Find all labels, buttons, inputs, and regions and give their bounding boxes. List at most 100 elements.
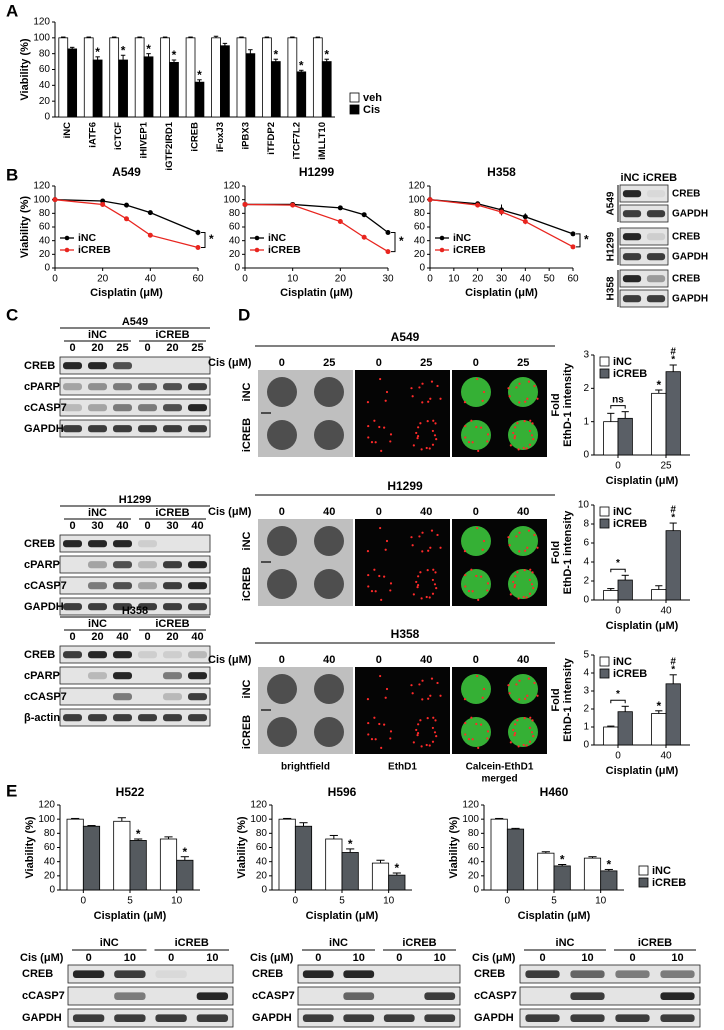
dead-cell — [522, 595, 525, 599]
bar — [185, 37, 196, 118]
spheroid — [314, 674, 344, 704]
blot-band — [615, 1014, 650, 1022]
y-tick-label: 80 — [39, 208, 51, 219]
bar — [211, 37, 221, 118]
blot-band — [72, 970, 105, 978]
panel-label: B — [6, 165, 18, 184]
y-axis-label: Viability (%) — [448, 816, 460, 878]
dead-cell — [523, 420, 526, 423]
x-axis-label: Cisplatin (μM) — [606, 765, 679, 777]
dead-cell — [523, 569, 526, 572]
dead-cell — [475, 425, 478, 429]
chart-title: H1299 — [299, 165, 335, 179]
dead-cell — [482, 390, 486, 394]
y-tick-label: 20 — [44, 870, 56, 881]
blot-band — [646, 295, 666, 303]
axis-label: Cis (μM) — [208, 506, 252, 518]
dead-cell — [518, 401, 521, 404]
lane-label: 0 — [69, 631, 75, 643]
legend-label: iNC — [268, 232, 287, 244]
y-tick-label: 0 — [419, 263, 425, 274]
dead-cell — [477, 449, 480, 452]
dead-cell — [471, 441, 474, 444]
dead-cell — [421, 550, 424, 553]
blot-band — [88, 383, 107, 391]
x-tick-label: iMLLT10 — [317, 122, 328, 160]
dead-cell — [415, 431, 418, 435]
x-axis-label: Cisplatin (μM) — [518, 910, 591, 922]
blot-strip — [619, 289, 669, 308]
lane-label: 0 — [144, 342, 150, 354]
bar — [134, 37, 145, 118]
y-tick-label: 120 — [38, 800, 55, 811]
dead-cell — [507, 387, 510, 390]
dead-cell — [513, 584, 517, 587]
dead-cell — [481, 548, 484, 551]
blot-row-label: GAPDH — [24, 601, 64, 613]
blot-band — [622, 233, 642, 241]
y-tick-label: 120 — [33, 181, 50, 192]
dead-cell — [477, 598, 480, 601]
y-tick-label: 20 — [39, 96, 51, 107]
x-tick-label: iCTCF — [113, 122, 124, 150]
dead-cell — [480, 723, 483, 726]
spheroid — [461, 569, 491, 599]
blot-band — [188, 404, 207, 412]
bar — [236, 37, 247, 118]
dead-cell — [379, 526, 382, 530]
y-tick-label: 40 — [39, 235, 51, 246]
blot-band — [155, 1014, 187, 1022]
blot-band — [622, 190, 642, 198]
y-tick-label: 40 — [229, 235, 241, 246]
significance-marker: * — [656, 378, 661, 392]
cell-line-label: A549 — [606, 191, 617, 215]
bar — [129, 840, 147, 891]
lane-label: 20 — [91, 342, 103, 354]
lane-label: 0 — [539, 952, 545, 964]
dead-cell — [515, 683, 518, 686]
dead-cell — [429, 397, 432, 400]
blot-row-label: cCASP7 — [24, 402, 67, 414]
blot-band — [343, 970, 375, 978]
legend-swatch — [599, 506, 610, 517]
dose-label: 40 — [420, 506, 432, 518]
blot-band — [88, 540, 107, 548]
y-axis-label: Fold — [550, 688, 562, 711]
blot-title: H1299 — [119, 494, 151, 506]
point — [195, 229, 201, 235]
blot-band — [88, 362, 107, 370]
blot-band — [646, 275, 666, 283]
blot-row-label: CREB — [24, 649, 55, 661]
dead-cell — [428, 744, 431, 747]
blot-strip — [59, 576, 211, 595]
dead-cell — [467, 441, 471, 444]
blot-band — [163, 582, 182, 590]
significance-marker: # — [670, 505, 676, 516]
dead-cell — [421, 382, 424, 385]
bar — [600, 870, 618, 891]
spheroid — [267, 569, 297, 599]
dead-cell — [385, 390, 389, 394]
dead-cell — [415, 580, 418, 584]
x-tick-label: 30 — [496, 274, 508, 285]
dead-cell — [374, 441, 377, 444]
lane-label: 0 — [629, 952, 635, 964]
point — [100, 201, 106, 207]
dead-cell — [526, 397, 529, 400]
axis-label: Cis (μM) — [250, 952, 294, 964]
dead-cell — [531, 719, 534, 722]
dead-cell — [531, 571, 534, 574]
bar — [294, 825, 313, 891]
y-tick-label: 100 — [462, 814, 479, 825]
dead-cell — [412, 444, 415, 447]
bar — [176, 859, 194, 891]
x-tick-label: 40 — [145, 274, 157, 285]
blot-band — [188, 603, 207, 611]
legend-swatch — [349, 104, 360, 115]
dead-cell — [432, 716, 435, 719]
dead-cell — [389, 737, 392, 740]
dose-label: 0 — [279, 506, 285, 518]
axis-label: Cis (μM) — [208, 654, 252, 666]
spheroid — [461, 377, 491, 407]
x-tick-label: iCREB — [190, 122, 201, 152]
